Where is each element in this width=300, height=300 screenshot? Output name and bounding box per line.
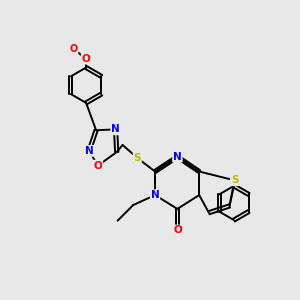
Text: O: O [173,225,182,236]
Text: N: N [85,146,93,156]
Text: N: N [173,152,182,162]
Text: O: O [82,54,91,64]
Text: S: S [231,175,238,185]
Text: O: O [94,160,102,171]
Text: N: N [111,124,120,134]
Text: O: O [70,44,78,54]
Text: S: S [134,153,141,163]
Text: N: N [151,190,159,200]
